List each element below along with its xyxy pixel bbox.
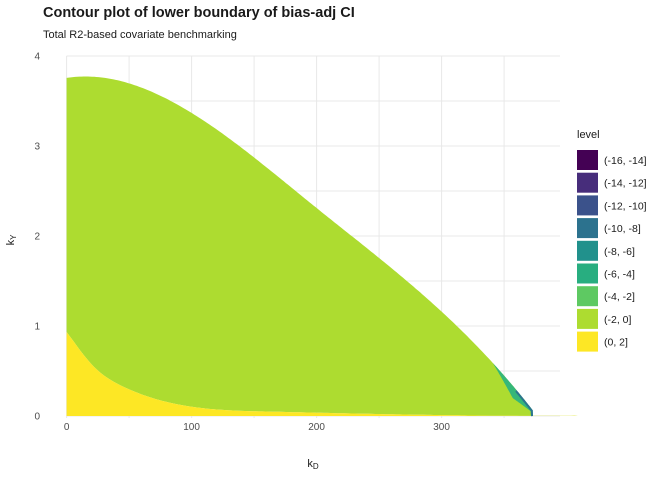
svg-text:(-4, -2]: (-4, -2]: [604, 291, 635, 303]
svg-text:(-12, -10]: (-12, -10]: [604, 200, 647, 212]
svg-text:0: 0: [64, 422, 70, 433]
svg-text:300: 300: [433, 422, 450, 433]
svg-text:(-2, 0]: (-2, 0]: [604, 314, 632, 326]
svg-text:3: 3: [34, 142, 40, 153]
svg-text:(-6, -4]: (-6, -4]: [604, 269, 635, 281]
svg-text:2: 2: [34, 232, 40, 243]
svg-text:4: 4: [34, 52, 40, 63]
svg-text:100: 100: [183, 422, 200, 433]
svg-text:(-16, -14]: (-16, -14]: [604, 155, 647, 167]
svg-text:0: 0: [34, 412, 40, 423]
svg-text:(0, 2]: (0, 2]: [604, 337, 628, 349]
svg-text:200: 200: [308, 422, 325, 433]
svg-text:(-10, -8]: (-10, -8]: [604, 223, 641, 235]
svg-text:kY: kY: [5, 234, 18, 246]
svg-text:1: 1: [34, 322, 40, 333]
svg-text:(-8, -6]: (-8, -6]: [604, 246, 635, 258]
svg-text:(-14, -12]: (-14, -12]: [604, 178, 647, 190]
svg-text:kD: kD: [307, 458, 319, 471]
